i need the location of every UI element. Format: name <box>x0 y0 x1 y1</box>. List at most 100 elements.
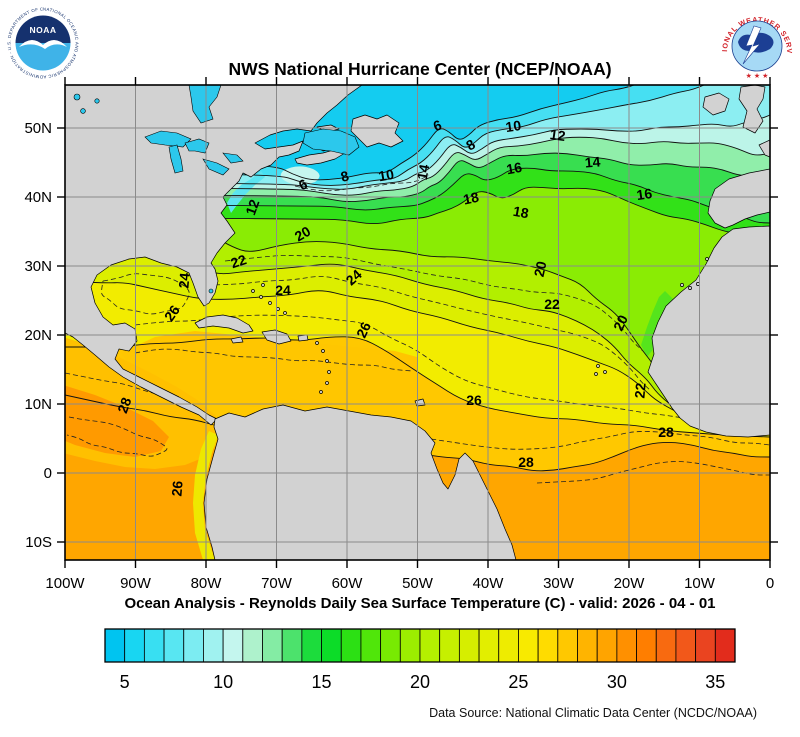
colorbar-cell-22 <box>458 628 480 663</box>
dashed-contour-26.5 <box>134 348 414 372</box>
colorbar-cells <box>104 628 736 663</box>
contour-label-26: 26 <box>466 392 482 408</box>
x-axis-label-20W: 20W <box>614 575 646 592</box>
dashed-contour-20.5 <box>224 255 644 352</box>
contour-label-22: 22 <box>631 382 648 399</box>
colorbar-cell-14 <box>301 628 322 663</box>
land-africa <box>647 225 770 438</box>
colorbar-cell-19 <box>399 628 421 663</box>
lake-hudson-james-bay <box>188 85 222 124</box>
data-source-note: Data Source: National Climatic Data Cent… <box>429 706 757 720</box>
x-axis-label-40W: 40W <box>473 575 505 592</box>
colorbar-cell-28 <box>577 628 598 663</box>
colorbar-cell-31 <box>636 628 657 663</box>
contour-label-10: 10 <box>377 166 395 184</box>
colorbar-cell-5 <box>124 628 145 663</box>
contour-label-10: 10 <box>504 117 522 135</box>
colorbar-cell-20 <box>419 628 441 663</box>
mid-atlantic-cold-strip <box>227 171 265 213</box>
x-axis-label-60W: 60W <box>332 575 364 592</box>
small-islands <box>251 257 709 394</box>
contour-12 <box>65 136 770 196</box>
contour-label-28: 28 <box>518 454 534 470</box>
colorbar-tick-labels: 5 10 15 20 25 30 35 <box>120 672 726 692</box>
contour-label-18: 18 <box>512 203 530 221</box>
land-jamaica <box>230 336 244 344</box>
x-axis-label-80W: 80W <box>191 575 223 592</box>
colorbar-cell-29 <box>596 628 618 663</box>
x-axis-label-10W: 10W <box>684 575 716 592</box>
colorbar-cell-34 <box>695 628 716 663</box>
dashed-contour-28.5 <box>66 416 168 457</box>
colorbar-cell-15 <box>321 628 342 663</box>
x-axis-label-90W: 90W <box>120 575 152 592</box>
map-caption: Ocean Analysis - Reynolds Daily Sea Surf… <box>124 595 715 612</box>
gulf-st-lawrence <box>302 128 360 156</box>
peru-coastal-cool-strip <box>193 431 218 560</box>
colorbar-cell-8 <box>183 628 204 663</box>
land-puerto-rico <box>297 334 309 342</box>
lake-erie <box>202 158 230 176</box>
colorbar-cell-32 <box>655 628 677 663</box>
colorbar-tick-35: 35 <box>705 672 725 692</box>
noaa-logo-sea <box>15 43 71 71</box>
contour-label-18: 18 <box>462 189 481 208</box>
contour-label-28: 28 <box>658 424 674 440</box>
contour-label-16: 16 <box>635 185 653 203</box>
x-axis-label-30W: 30W <box>543 575 575 592</box>
land-iberia <box>707 168 770 229</box>
colorbar-cell-35 <box>714 628 736 663</box>
contour-label-12: 12 <box>242 197 262 217</box>
contour-16 <box>65 167 770 224</box>
y-axis-label-10N: 10N <box>24 396 52 413</box>
x-axis-label-50W: 50W <box>402 575 434 592</box>
y-axis-label-50N: 50N <box>24 120 52 137</box>
colorbar-cell-26 <box>537 628 559 663</box>
dashed-contour-28.5 <box>536 461 770 484</box>
x-axis-label-0: 0 <box>766 575 774 592</box>
colorbar-cell-16 <box>340 628 362 663</box>
colorbar-cell-21 <box>439 628 460 663</box>
dashed-contour-22.5 <box>206 276 652 392</box>
contour-label-16: 16 <box>505 159 523 177</box>
colorbar-tick-30: 30 <box>607 672 627 692</box>
sst-contour-lines <box>65 85 770 484</box>
colorbar-tick-15: 15 <box>312 672 332 692</box>
lake-michigan <box>168 144 184 174</box>
contour-label-8: 8 <box>339 167 351 185</box>
x-axis-label-70W: 70W <box>261 575 293 592</box>
pacific-hot-patch <box>65 385 169 457</box>
regional-patches <box>65 166 675 560</box>
page-title: NWS National Hurricane Center (NCEP/NOAA… <box>228 59 611 79</box>
contour-18 <box>65 186 770 248</box>
shelf-cold-pool-patch <box>280 166 320 185</box>
contour-label-20: 20 <box>531 259 550 278</box>
contour-label-14: 14 <box>584 153 601 170</box>
colorbar-cell-24 <box>498 628 519 663</box>
contour-14 <box>65 152 770 202</box>
colorbar-cell-23 <box>478 628 500 663</box>
nws-logo-ring-text: NATIONAL WEATHER SERVICE <box>0 0 794 54</box>
land-brittany <box>758 139 770 158</box>
contour-label-22: 22 <box>229 251 249 271</box>
colorbar-tick-5: 5 <box>120 672 130 692</box>
contour-24 <box>65 280 770 436</box>
noaa-logo-gull-icon <box>19 39 67 49</box>
colorbar-cell-4 <box>104 628 126 663</box>
land-newfoundland <box>350 114 404 148</box>
colorbar-cell-13 <box>281 628 303 663</box>
contour-label-24: 24 <box>275 282 291 298</box>
colorbar-cell-33 <box>675 628 697 663</box>
y-axis-label-10S: 10S <box>25 534 52 551</box>
dashed-contour-24.5 <box>101 273 190 315</box>
contour-label-28: 28 <box>114 395 134 415</box>
colorbar-cell-6 <box>143 628 165 663</box>
noaa-logo: NATIONAL OCEANIC AND ATMOSPHERIC ADMINIS… <box>0 0 80 80</box>
colorbar-frame <box>104 628 736 663</box>
lake-ontario <box>222 152 244 164</box>
lake-small-2 <box>94 98 100 104</box>
contour-label-26: 26 <box>168 480 185 497</box>
colorbar-cell-30 <box>616 628 637 663</box>
